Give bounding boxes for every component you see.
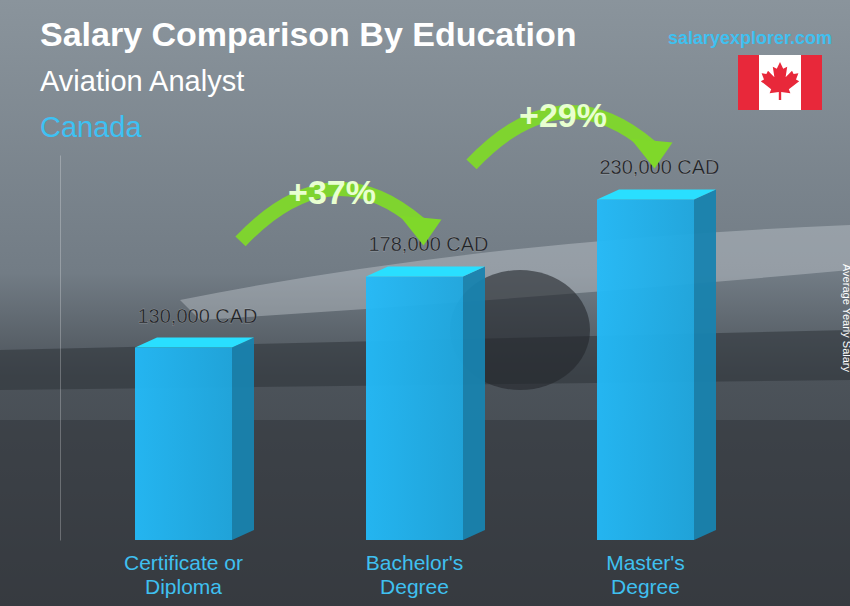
x-tick: Certificate orDiploma: [124, 540, 243, 598]
annotation: +37%: [288, 173, 376, 211]
x-tick-label: Bachelor'sDegree: [366, 551, 463, 598]
y-axis: [60, 156, 61, 541]
x-tick-label-line: Diploma: [145, 575, 222, 598]
bar-front: [597, 199, 694, 540]
x-tick-label: Certificate orDiploma: [124, 551, 243, 598]
bar-top: [366, 266, 485, 276]
flag: [738, 55, 822, 110]
arrow-head: [631, 138, 673, 168]
bar: [366, 266, 485, 540]
chart: 130,000 CAD178,000 CAD230,000 CADCertifi…: [0, 0, 850, 606]
x-tick-label-line: Master's: [606, 551, 685, 574]
bar-side: [232, 338, 254, 541]
flag-band: [801, 55, 822, 110]
x-axis: Certificate orDiplomaBachelor'sDegreeMas…: [124, 540, 685, 598]
bar: [597, 189, 716, 540]
background: [0, 0, 850, 606]
annotation: +29%: [519, 96, 607, 134]
y-axis-title: Average Yearly Salary: [841, 264, 850, 373]
title: Salary Comparison By Education: [40, 15, 577, 53]
x-tick-label-line: Bachelor's: [366, 551, 463, 574]
x-tick-label-line: Degree: [611, 575, 680, 598]
value-label: 130,000 CAD: [137, 305, 257, 327]
flag-leaf: [761, 62, 799, 100]
bar-top: [135, 338, 254, 348]
bars: [135, 189, 716, 540]
y-axis-line: [60, 156, 61, 541]
x-tick-label-line: Certificate or: [124, 551, 243, 574]
bar-front: [366, 276, 463, 540]
bar-side: [463, 266, 485, 540]
x-tick-label-line: Degree: [380, 575, 449, 598]
bar-side: [694, 189, 716, 540]
flag-field: [738, 55, 822, 110]
arrow-head: [400, 215, 442, 245]
x-tick-label: Master'sDegree: [606, 551, 685, 598]
flag-band: [738, 55, 759, 110]
x-tick: Master'sDegree: [606, 540, 685, 598]
bar-front: [135, 348, 232, 541]
bar-top: [597, 189, 716, 199]
subtitle: Aviation Analyst: [40, 65, 244, 97]
region: Canada: [40, 111, 142, 143]
bar: [135, 338, 254, 541]
watermark: salaryexplorer.com: [668, 28, 832, 48]
x-tick: Bachelor'sDegree: [366, 540, 463, 598]
